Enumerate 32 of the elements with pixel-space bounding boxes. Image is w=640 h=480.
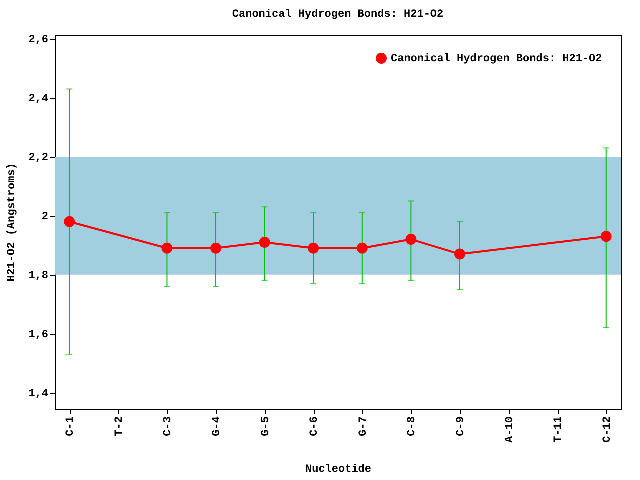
x-tick-label: T-2 — [114, 416, 126, 436]
x-axis-title: Nucleotide — [305, 464, 372, 476]
x-tick-label: G-7 — [358, 416, 370, 436]
point — [259, 237, 270, 248]
y-tick-label: 2 — [42, 211, 48, 224]
point — [406, 234, 417, 245]
y-axis-title: H21-O2 (Angstroms) — [6, 163, 19, 282]
point — [600, 231, 612, 242]
y-tick-label: 2,4 — [28, 94, 49, 106]
point — [356, 242, 368, 254]
x-tick-label: C-9 — [455, 416, 468, 436]
chart-title: Canonical Hydrogen Bonds: H21-O2 — [232, 9, 444, 22]
x-tick-label: C-3 — [162, 416, 175, 436]
x-tick-label: C-8 — [406, 416, 419, 436]
y-tick-label: 1,8 — [28, 270, 49, 282]
x-tick-label: C-6 — [309, 416, 322, 436]
x-tick-label: G-5 — [260, 416, 272, 436]
y-tick-label: 1,6 — [28, 329, 48, 342]
y-tick-label: 2,6 — [28, 34, 48, 47]
x-tick-label: A-10 — [504, 416, 516, 443]
point — [162, 242, 173, 254]
y-tick-label: 1,4 — [28, 388, 49, 400]
legend-label: Canonical Hydrogen Bonds: H21-O2 — [391, 54, 602, 66]
point — [454, 248, 466, 260]
point — [64, 216, 76, 228]
x-tick-label: C-1 — [65, 416, 78, 436]
x-tick-label: C-12 — [602, 416, 614, 443]
point — [308, 242, 320, 254]
x-tick-label: G-4 — [212, 416, 224, 436]
point — [210, 242, 222, 254]
x-tick-label: T-11 — [553, 416, 566, 443]
y-tick-label: 2,2 — [28, 152, 48, 165]
